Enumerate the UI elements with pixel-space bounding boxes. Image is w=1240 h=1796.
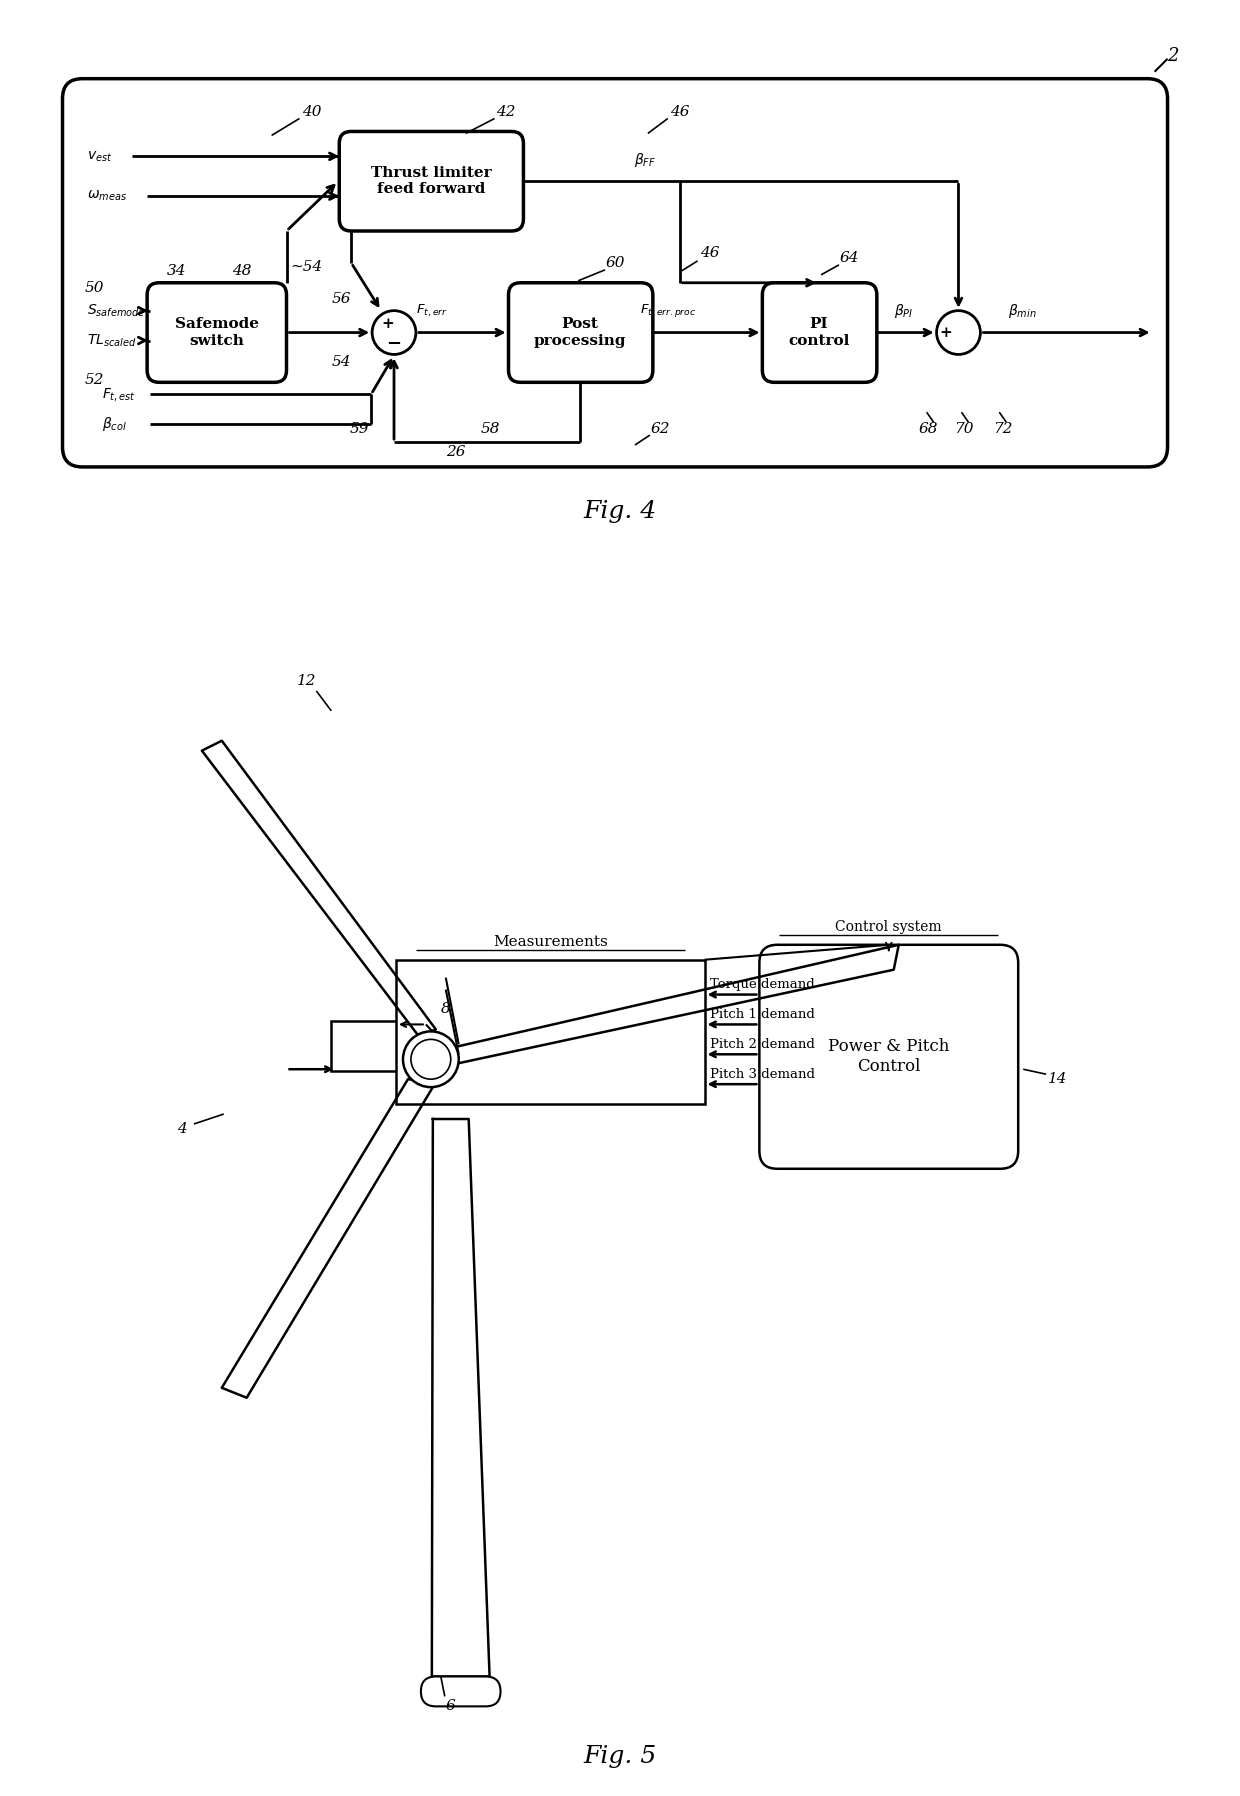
Text: 42: 42 — [496, 104, 516, 119]
Text: Pitch 2 demand: Pitch 2 demand — [709, 1038, 815, 1051]
Text: 59: 59 — [350, 422, 370, 436]
Text: Torque demand: Torque demand — [709, 979, 815, 991]
Text: PI
control: PI control — [789, 318, 849, 348]
Text: Safemode
switch: Safemode switch — [175, 318, 259, 348]
Text: $\beta_{min}$: $\beta_{min}$ — [1008, 302, 1037, 320]
Text: $TL_{scaled}$: $TL_{scaled}$ — [87, 332, 136, 348]
Text: Power & Pitch
Control: Power & Pitch Control — [828, 1038, 950, 1074]
Text: ∼54: ∼54 — [290, 260, 322, 273]
Text: 70: 70 — [954, 422, 973, 436]
Text: $F_{t,est}$: $F_{t,est}$ — [103, 386, 136, 402]
Text: 6: 6 — [446, 1699, 455, 1713]
Circle shape — [403, 1031, 459, 1087]
Text: Measurements: Measurements — [494, 934, 608, 948]
Text: 14: 14 — [1048, 1072, 1068, 1087]
FancyBboxPatch shape — [763, 282, 877, 383]
Polygon shape — [432, 1119, 490, 1676]
Text: −: − — [387, 334, 402, 352]
Text: $\omega_{meas}$: $\omega_{meas}$ — [87, 189, 128, 203]
FancyBboxPatch shape — [148, 282, 286, 383]
Text: 64: 64 — [839, 251, 859, 264]
Text: 58: 58 — [481, 422, 500, 436]
Text: Fig. 4: Fig. 4 — [583, 501, 657, 523]
FancyBboxPatch shape — [340, 131, 523, 232]
Text: 46: 46 — [670, 104, 689, 119]
Text: 34: 34 — [167, 264, 187, 278]
Text: +: + — [939, 325, 952, 339]
Text: 46: 46 — [699, 246, 719, 260]
Text: Control system: Control system — [836, 920, 942, 934]
Text: $F_{t,err.proc}$: $F_{t,err.proc}$ — [640, 302, 697, 320]
Text: 26: 26 — [446, 445, 465, 460]
Polygon shape — [222, 1079, 435, 1397]
Text: 54: 54 — [331, 356, 351, 370]
Text: 56: 56 — [331, 291, 351, 305]
Text: 72: 72 — [993, 422, 1013, 436]
FancyBboxPatch shape — [62, 79, 1168, 467]
Text: 62: 62 — [650, 422, 670, 436]
Text: Fig. 5: Fig. 5 — [583, 1744, 657, 1767]
Text: Thrust limiter
feed forward: Thrust limiter feed forward — [371, 165, 491, 196]
Text: $v_{est}$: $v_{est}$ — [87, 149, 113, 163]
Text: 52: 52 — [84, 374, 104, 388]
Text: Pitch 3 demand: Pitch 3 demand — [709, 1067, 815, 1081]
Bar — [396, 959, 704, 1105]
Circle shape — [410, 1040, 451, 1079]
Polygon shape — [454, 945, 899, 1065]
Text: 60: 60 — [605, 255, 625, 269]
Text: Pitch 1 demand: Pitch 1 demand — [709, 1008, 815, 1020]
Bar — [331, 1022, 471, 1070]
Text: $S_{safemode}$: $S_{safemode}$ — [87, 302, 146, 320]
Text: $\beta_{PI}$: $\beta_{PI}$ — [894, 302, 913, 320]
Text: Post
processing: Post processing — [534, 318, 626, 348]
Text: $\beta_{col}$: $\beta_{col}$ — [103, 415, 128, 433]
FancyBboxPatch shape — [759, 945, 1018, 1169]
Text: +: + — [382, 316, 394, 330]
Text: 68: 68 — [919, 422, 939, 436]
Text: $\beta_{FF}$: $\beta_{FF}$ — [634, 151, 656, 169]
Text: 8: 8 — [441, 1002, 450, 1017]
Text: 48: 48 — [232, 264, 252, 278]
FancyBboxPatch shape — [420, 1676, 501, 1706]
Text: 2: 2 — [1167, 47, 1178, 65]
Text: $F_{t,err}$: $F_{t,err}$ — [415, 302, 448, 320]
Text: 12: 12 — [296, 674, 316, 688]
Text: 40: 40 — [301, 104, 321, 119]
Text: 50: 50 — [84, 280, 104, 295]
Polygon shape — [202, 740, 435, 1036]
Text: 4: 4 — [177, 1122, 187, 1135]
FancyBboxPatch shape — [508, 282, 652, 383]
